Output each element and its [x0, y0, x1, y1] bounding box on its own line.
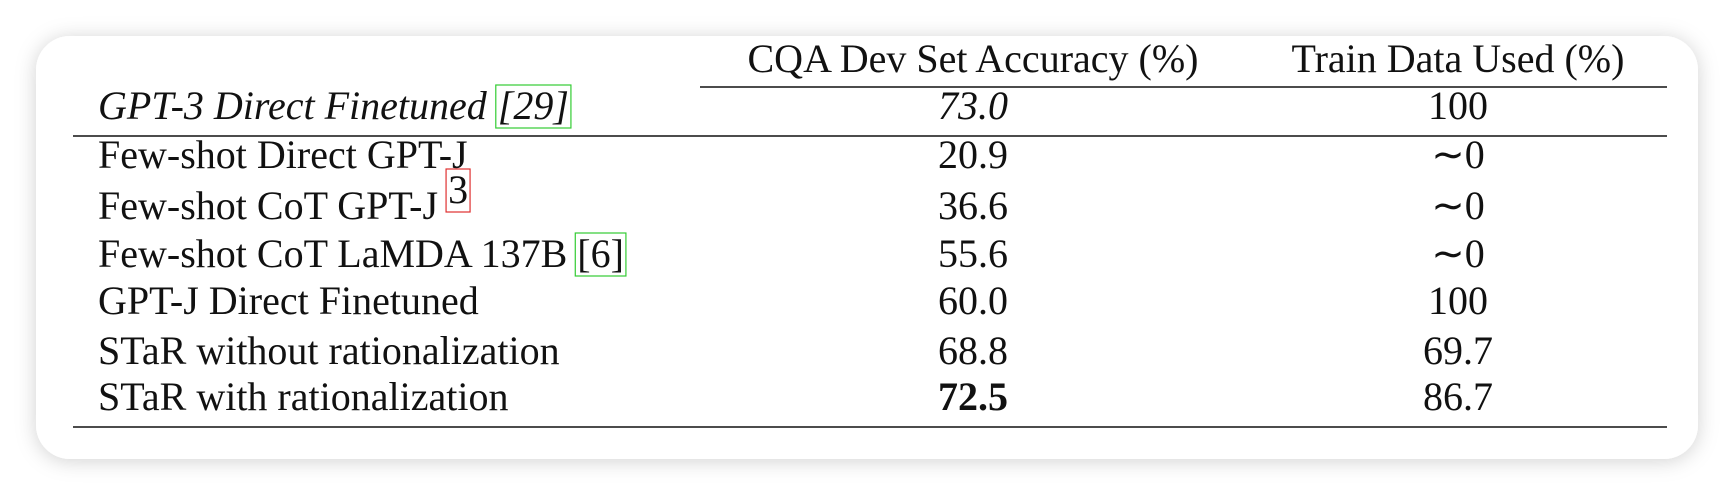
citation: [6]	[577, 231, 624, 276]
card	[36, 36, 1698, 459]
train-data: 100	[1428, 83, 1488, 128]
row-label: Few-shot CoT GPT-J	[98, 183, 438, 228]
train-data: 86.7	[1423, 374, 1493, 419]
column-header: CQA Dev Set Accuracy (%)	[748, 36, 1199, 81]
citation-box	[574, 232, 627, 277]
row-label: Few-shot Direct GPT-J	[98, 132, 468, 177]
row-label: GPT-J Direct Finetuned	[98, 278, 479, 323]
citation-box	[495, 84, 572, 129]
citation: 3	[448, 167, 468, 212]
accuracy: 20.9	[938, 132, 1008, 177]
train-data: 69.7	[1423, 328, 1493, 373]
accuracy: 36.6	[938, 183, 1008, 228]
accuracy: 73.0	[938, 83, 1008, 128]
row-label: STaR without rationalization	[98, 328, 560, 373]
row-label: STaR with rationalization	[98, 374, 508, 419]
train-data: ∼0	[1431, 132, 1485, 177]
row-label: Few-shot CoT LaMDA 137B	[98, 231, 567, 276]
accuracy: 72.5	[938, 374, 1008, 419]
accuracy: 68.8	[938, 328, 1008, 373]
citation-box	[445, 168, 471, 213]
column-header: Train Data Used (%)	[1292, 36, 1625, 81]
citation: [29]	[498, 83, 569, 128]
train-data: ∼0	[1431, 183, 1485, 228]
table: CQA Dev Set Accuracy (%) Train Data Used …	[73, 36, 1667, 428]
train-data: 100	[1428, 278, 1488, 323]
train-data: ∼0	[1431, 231, 1485, 276]
row-label: GPT-3 Direct Finetuned	[98, 83, 488, 128]
accuracy: 60.0	[938, 278, 1008, 323]
accuracy: 55.6	[938, 231, 1008, 276]
